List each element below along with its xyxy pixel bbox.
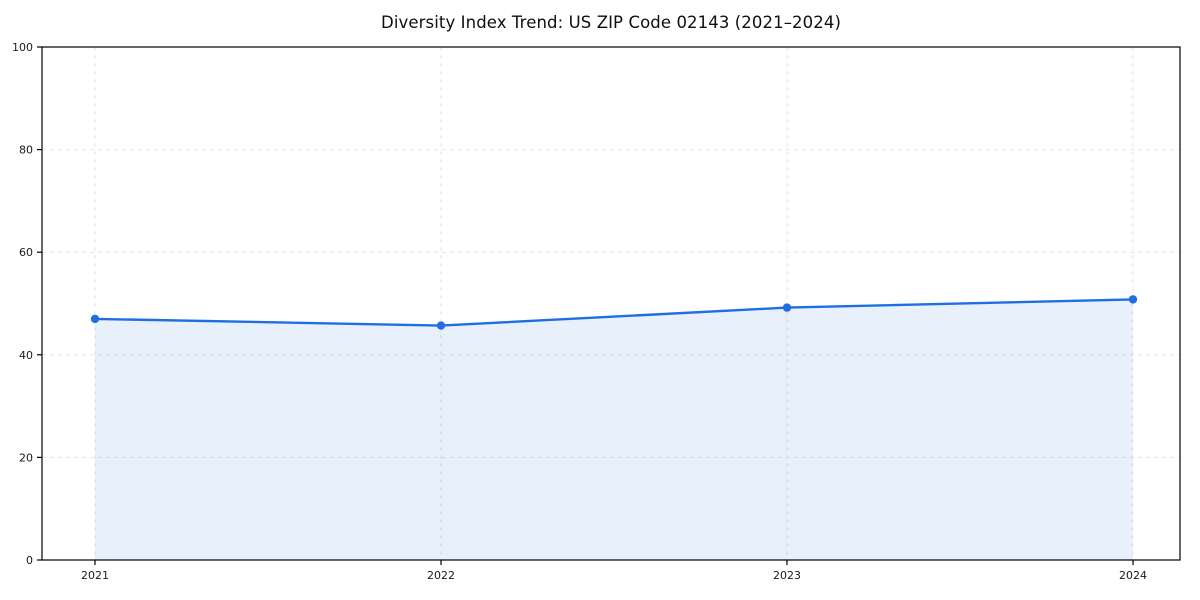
y-tick-label: 0 [26,554,33,567]
x-axis-ticks: 2021 2022 2023 2024 [81,560,1147,582]
data-points [90,295,1138,330]
plot-border [41,46,1181,561]
x-tick-label: 2023 [773,569,801,582]
data-point-2023 [782,303,792,312]
data-point-2022 [436,321,446,330]
data-point-2024 [1128,295,1138,304]
y-axis-ticks: 0 20 40 60 80 100 [12,41,42,567]
y-tick-label: 80 [19,144,33,157]
y-tick-label: 40 [19,349,33,362]
x-tick-label: 2022 [427,569,455,582]
trend-line [93,298,1135,327]
x-tick-label: 2021 [81,569,109,582]
y-tick-label: 100 [12,41,33,54]
y-tick-label: 60 [19,246,33,259]
chart-title: Diversity Index Trend: US ZIP Code 02143… [381,13,841,32]
data-point-2021 [90,314,100,324]
y-tick-label: 20 [19,451,33,464]
area-fill [95,299,1133,560]
x-tick-label: 2024 [1119,569,1147,582]
